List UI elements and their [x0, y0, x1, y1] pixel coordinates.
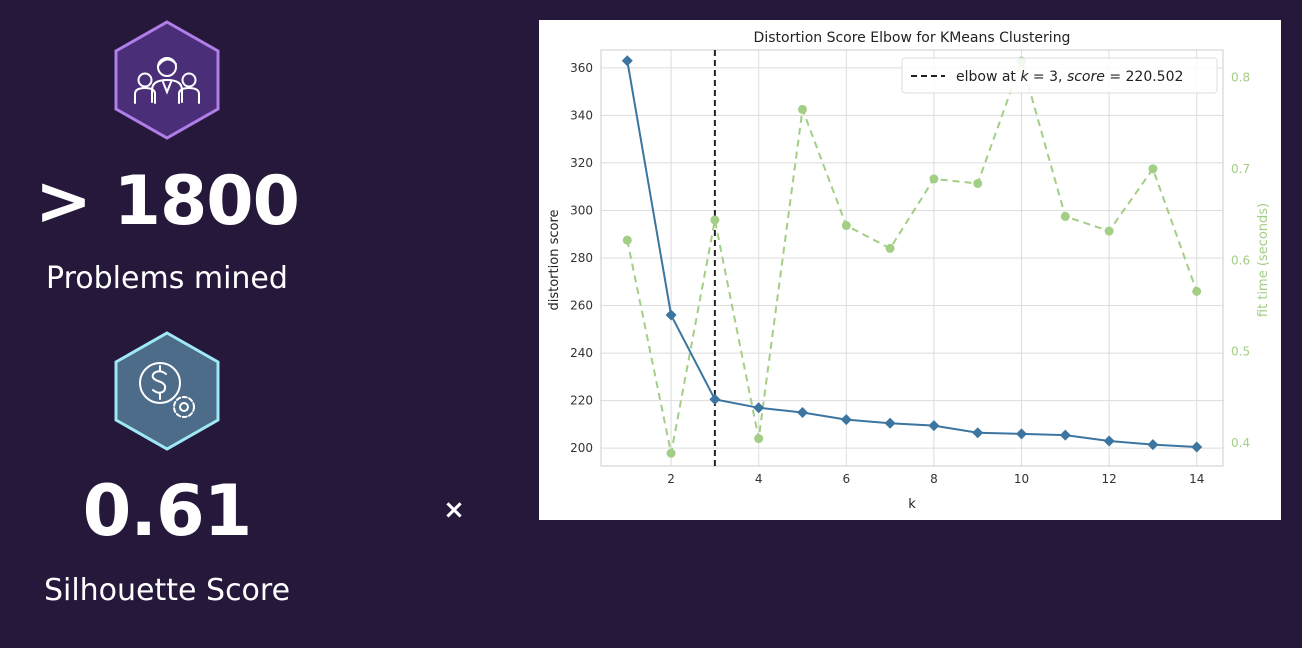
- distortion-point: [928, 420, 940, 432]
- y-tick-label: 280: [570, 251, 593, 265]
- fit-time-point: [1192, 286, 1202, 296]
- x-tick-label: 2: [667, 472, 675, 486]
- y-tick-label: 320: [570, 156, 593, 170]
- fit-time-line: [626, 57, 1198, 454]
- distortion-point: [753, 402, 765, 414]
- legend-box: [901, 57, 1218, 94]
- fit-time-point: [973, 178, 983, 188]
- x-tick-label: 4: [755, 472, 763, 486]
- distortion-point: [1059, 429, 1071, 441]
- x-tick-label: 8: [930, 472, 938, 486]
- y-tick-label: 220: [570, 394, 593, 408]
- legend: elbow at k = 3, score = 220.502: [901, 57, 1218, 94]
- x-tick-label: 12: [1101, 472, 1116, 486]
- distortion-line: [626, 60, 1197, 448]
- chart-title: Distortion Score Elbow for KMeans Cluste…: [754, 30, 1071, 46]
- team-icon: [134, 57, 200, 104]
- distortion-point: [840, 414, 852, 426]
- y2-tick-label: 0.8: [1231, 70, 1250, 84]
- distortion-point: [709, 393, 721, 405]
- plot-frame: [600, 49, 1224, 467]
- fit-time-point: [929, 174, 939, 184]
- y2-tick-label: 0.6: [1231, 253, 1250, 267]
- silhouette-score-label: Silhouette Score: [43, 573, 291, 608]
- y2-tick-label: 0.5: [1231, 345, 1250, 359]
- fit-time-point: [1148, 164, 1158, 174]
- silhouette-score-value: 0.61: [82, 470, 253, 552]
- distortion-point: [972, 427, 984, 439]
- fit-time-point: [1060, 211, 1070, 221]
- y-axis-label: distortion score: [547, 210, 562, 311]
- x-axis-label: k: [908, 497, 916, 512]
- fit-time-point: [841, 221, 851, 231]
- y-tick-label: 340: [570, 108, 593, 122]
- distortion-point: [1016, 428, 1028, 440]
- fit-time-point: [885, 243, 895, 253]
- y-tick-label: 360: [570, 61, 593, 75]
- x-tick-label: 6: [842, 472, 850, 486]
- distortion-point: [796, 407, 808, 419]
- y-tick-label: 240: [570, 346, 593, 360]
- x-tick-label: 14: [1189, 472, 1204, 486]
- dollar-gear-icon: [139, 362, 195, 418]
- distortion-point: [884, 417, 896, 429]
- y-tick-label: 260: [570, 299, 593, 313]
- distortion-point: [621, 55, 633, 67]
- distortion-point: [1191, 441, 1203, 453]
- y2-tick-label: 0.4: [1231, 436, 1250, 450]
- y-tick-label: 200: [570, 441, 593, 455]
- distortion-point: [665, 309, 677, 321]
- close-button[interactable]: ×: [443, 495, 465, 525]
- y2-axis-label: fit time (seconds): [1256, 203, 1271, 317]
- dollar-hexagon: [114, 331, 220, 451]
- problems-mined-value: > 1800: [35, 162, 300, 241]
- distortion-point: [1147, 439, 1159, 451]
- legend-label: elbow at k = 3, score = 220.502: [956, 69, 1183, 85]
- fit-time-point: [622, 235, 632, 245]
- y-tick-label: 300: [570, 203, 593, 217]
- elbow-chart: Distortion Score Elbow for KMeans Cluste…: [547, 30, 1271, 512]
- fit-time-point: [797, 104, 807, 114]
- fit-time-point: [710, 215, 720, 225]
- x-tick-label: 10: [1014, 472, 1029, 486]
- fit-time-point: [666, 448, 676, 458]
- elbow-chart-panel: Distortion Score Elbow for KMeans Cluste…: [539, 20, 1281, 520]
- problems-mined-label: Problems mined: [46, 261, 288, 296]
- fit-time-point: [1104, 226, 1114, 236]
- distortion-point: [1103, 435, 1115, 447]
- fit-time-point: [754, 434, 764, 444]
- team-hexagon: [114, 20, 220, 140]
- y2-tick-label: 0.7: [1231, 162, 1250, 176]
